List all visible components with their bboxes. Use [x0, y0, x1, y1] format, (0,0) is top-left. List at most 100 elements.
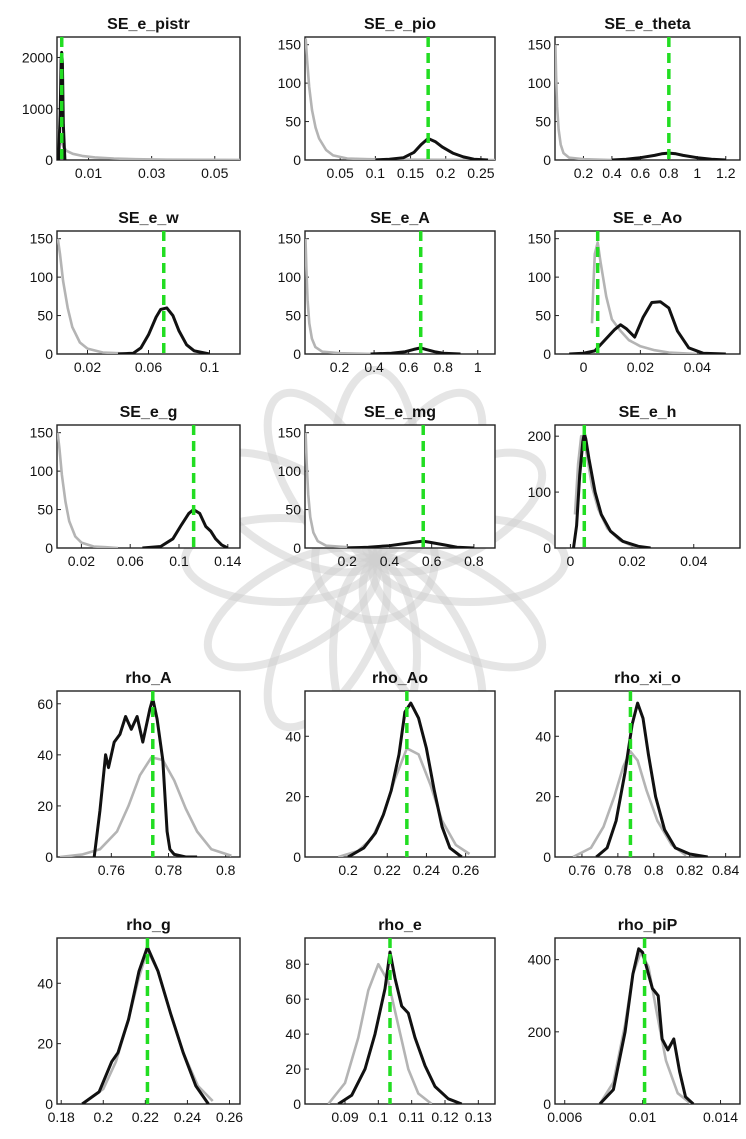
- posterior-density-line: [81, 945, 210, 1104]
- x-tick-label: 0.78: [604, 862, 631, 878]
- x-tick-label: 0.6: [399, 359, 419, 375]
- chart-panel: rho_e 0 20 40 60 80 0.09 0.1 0.11 0.12 0.13: [285, 917, 496, 1125]
- y-tick-label: 0: [543, 152, 551, 168]
- chart-panel: rho_g 0 20 40 0.18 0.2 0.22 0.24 0.26: [37, 917, 243, 1125]
- y-tick-label: 20: [37, 798, 53, 814]
- y-tick-label: 0: [543, 1096, 551, 1112]
- x-tick-label: 0.04: [684, 359, 711, 375]
- x-tick-label: 0.1: [369, 1109, 389, 1125]
- posterior-density-line: [92, 697, 198, 857]
- chart-title: rho_piP: [618, 917, 678, 934]
- chart-panel: rho_piP 0 200 400 0.006 0.01 0.014: [528, 917, 741, 1125]
- y-tick-label: 40: [37, 747, 53, 763]
- prior-density-line: [572, 750, 687, 857]
- x-tick-label: 0.22: [132, 1109, 159, 1125]
- y-tick-label: 50: [37, 308, 53, 324]
- chart-panel: rho_Ao 0 20 40 0.2 0.22 0.24 0.26: [285, 670, 496, 878]
- prior-density-line: [327, 962, 433, 1104]
- x-tick-label: 0.06: [135, 359, 162, 375]
- chart-title: SE_e_pistr: [107, 16, 190, 33]
- y-tick-label: 100: [528, 75, 552, 91]
- x-tick-label: 0.2: [337, 553, 357, 569]
- y-tick-label: 100: [528, 269, 552, 285]
- chart-title: SE_e_w: [118, 210, 179, 227]
- chart-title: SE_e_g: [120, 404, 178, 421]
- axes-box: [304, 424, 496, 549]
- posterior-density-line: [572, 431, 651, 548]
- posterior-density-line: [347, 539, 474, 548]
- y-tick-label: 0: [293, 849, 301, 865]
- x-tick-label: 0.8: [216, 862, 236, 878]
- chart-panel: SE_e_mg 0 50 100 150 0.2 0.4 0.6 0.8: [278, 404, 496, 569]
- y-tick-label: 20: [37, 1036, 53, 1052]
- x-tick-label: 0.1: [169, 553, 189, 569]
- posterior-density-line: [337, 950, 463, 1104]
- y-tick-label: 0: [293, 346, 301, 362]
- y-tick-label: 50: [535, 114, 551, 130]
- x-tick-label: 0.8: [433, 359, 453, 375]
- x-tick-label: 0.84: [712, 862, 739, 878]
- x-tick-label: 0.1: [200, 359, 220, 375]
- x-tick-label: 0.12: [431, 1109, 458, 1125]
- y-tick-label: 80: [285, 956, 301, 972]
- y-tick-label: 100: [278, 269, 302, 285]
- chart-title: SE_e_A: [370, 210, 430, 227]
- chart-panel: rho_xi_o 0 20 40 0.76 0.78 0.8 0.82 0.84: [535, 670, 741, 878]
- y-tick-label: 20: [535, 789, 551, 805]
- chart-title: SE_e_h: [619, 404, 677, 421]
- axes-box: [304, 937, 496, 1105]
- chart-title: rho_e: [378, 917, 422, 934]
- x-tick-label: 0.02: [627, 359, 654, 375]
- y-tick-label: 0: [543, 540, 551, 556]
- x-tick-label: 0.09: [331, 1109, 358, 1125]
- x-tick-label: 0.24: [174, 1109, 201, 1125]
- y-tick-label: 60: [285, 991, 301, 1007]
- x-tick-label: 0.24: [413, 862, 440, 878]
- prior-density-line: [555, 44, 612, 160]
- y-tick-label: 50: [285, 114, 301, 130]
- y-tick-label: 0: [293, 540, 301, 556]
- y-tick-label: 50: [535, 308, 551, 324]
- x-tick-label: 0.26: [452, 862, 479, 878]
- chart-title: rho_g: [126, 917, 170, 934]
- chart-panel: rho_A 0 20 40 60 0.76 0.78 0.8: [37, 670, 241, 878]
- x-tick-label: 0.4: [380, 553, 400, 569]
- axes-box: [554, 690, 741, 858]
- y-tick-label: 100: [278, 463, 302, 479]
- chart-panel: SE_e_w 0 50 100 150 0.02 0.06 0.1: [30, 210, 241, 375]
- y-tick-label: 100: [278, 75, 302, 91]
- chart-title: rho_Ao: [372, 670, 428, 687]
- x-tick-label: 0.15: [397, 165, 424, 181]
- axes-box: [554, 230, 741, 355]
- x-tick-label: 0.03: [138, 165, 165, 181]
- prior-density-line: [57, 238, 134, 354]
- y-tick-label: 40: [535, 728, 551, 744]
- posterior-density-line: [117, 306, 210, 354]
- x-tick-label: 1: [474, 359, 482, 375]
- axes-box: [304, 36, 496, 161]
- prior-density-line: [57, 129, 240, 160]
- y-tick-label: 50: [285, 502, 301, 518]
- x-tick-label: 0.78: [155, 862, 182, 878]
- y-tick-label: 150: [528, 37, 552, 53]
- y-tick-label: 100: [30, 269, 54, 285]
- y-tick-label: 150: [278, 425, 302, 441]
- x-tick-label: 0.2: [338, 862, 358, 878]
- prior-density-line: [305, 432, 390, 548]
- x-tick-label: 0.02: [618, 553, 645, 569]
- x-tick-label: 0.82: [676, 862, 703, 878]
- x-tick-label: 0.8: [659, 165, 679, 181]
- y-tick-label: 40: [37, 975, 53, 991]
- y-tick-label: 150: [528, 231, 552, 247]
- x-tick-label: 0.6: [422, 553, 442, 569]
- y-tick-label: 400: [528, 952, 552, 968]
- y-tick-label: 0: [45, 1096, 53, 1112]
- y-tick-label: 50: [37, 502, 53, 518]
- chart-title: SE_e_pio: [364, 16, 436, 33]
- y-tick-label: 40: [285, 728, 301, 744]
- x-tick-label: 0.26: [216, 1109, 243, 1125]
- y-tick-label: 60: [37, 696, 53, 712]
- y-tick-label: 0: [543, 346, 551, 362]
- x-tick-label: 0.2: [94, 1109, 114, 1125]
